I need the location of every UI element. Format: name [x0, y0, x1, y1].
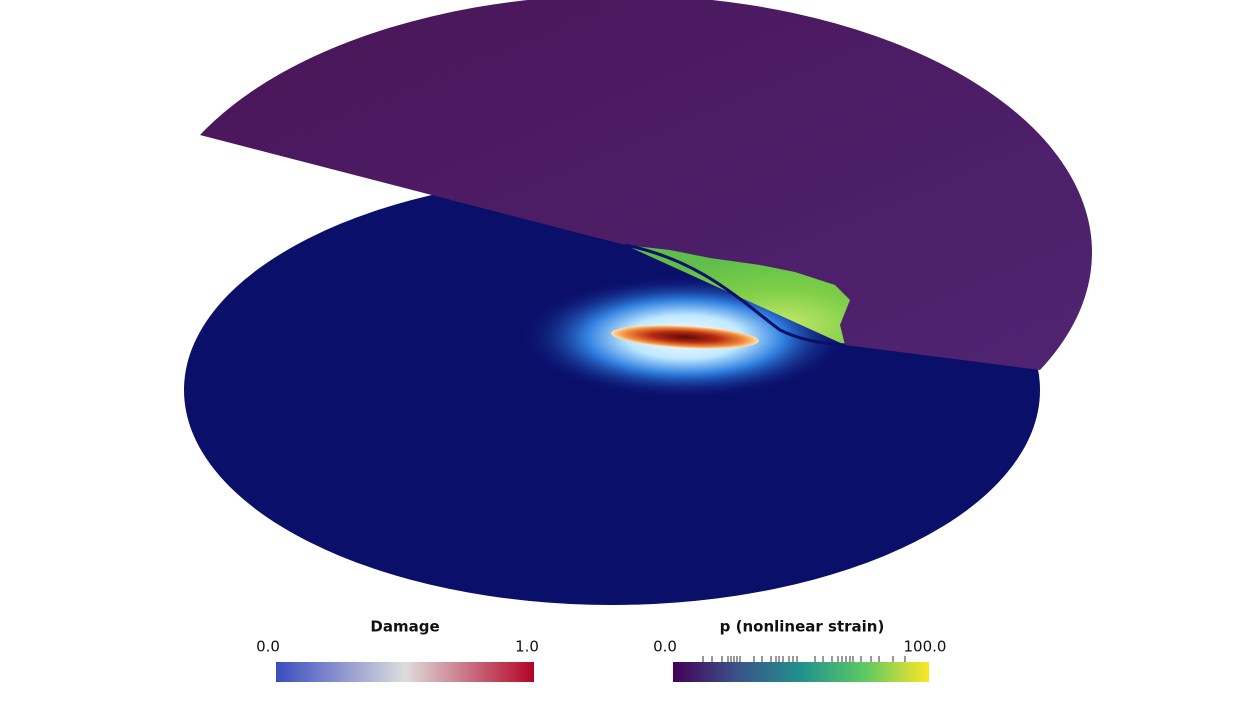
strain-zone	[625, 245, 850, 345]
strain-surface	[200, 0, 1092, 370]
legend-title: p (nonlinear strain)	[720, 618, 885, 636]
legend-min: 0.0	[653, 638, 677, 656]
surface-edge	[624, 243, 846, 347]
color-bar	[673, 662, 929, 682]
legend-max: 1.0	[515, 638, 539, 656]
crack	[611, 325, 759, 349]
strain-legend: p (nonlinear strain) 0.0 100.0	[653, 618, 947, 682]
legend-min: 0.0	[256, 638, 280, 656]
color-bar	[276, 662, 534, 682]
legend-max: 100.0	[904, 638, 947, 656]
minor-ticks	[702, 656, 906, 662]
damage-legend: Damage 0.0 1.0	[256, 618, 539, 682]
legend-title: Damage	[370, 618, 439, 636]
